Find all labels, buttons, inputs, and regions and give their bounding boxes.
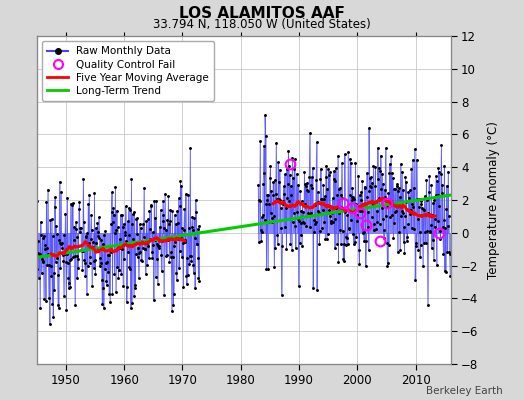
- Legend: Raw Monthly Data, Quality Control Fail, Five Year Moving Average, Long-Term Tren: Raw Monthly Data, Quality Control Fail, …: [42, 41, 214, 101]
- Y-axis label: Temperature Anomaly (°C): Temperature Anomaly (°C): [487, 121, 500, 279]
- Text: 33.794 N, 118.050 W (United States): 33.794 N, 118.050 W (United States): [153, 18, 371, 31]
- Text: LOS ALAMITOS AAF: LOS ALAMITOS AAF: [179, 6, 345, 21]
- Text: Berkeley Earth: Berkeley Earth: [427, 386, 503, 396]
